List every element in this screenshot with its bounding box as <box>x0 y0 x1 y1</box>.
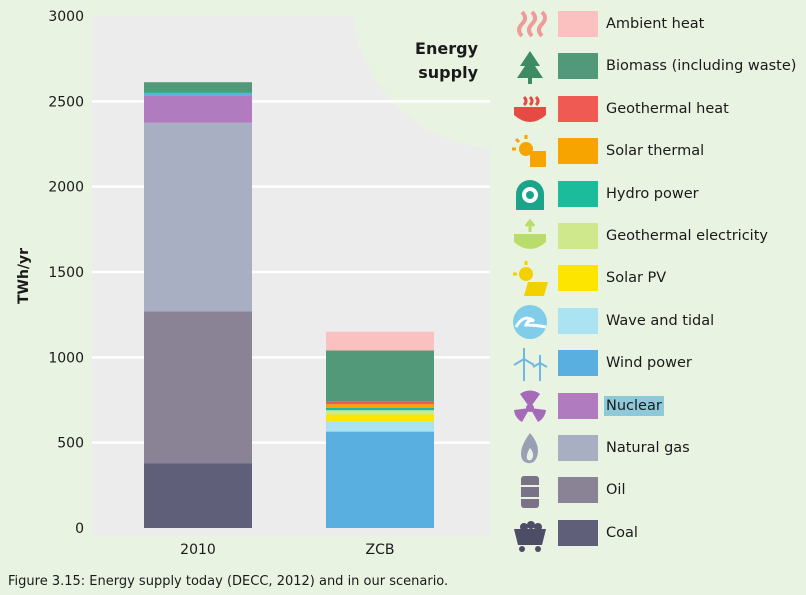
y-tick-label: 0 <box>75 521 84 537</box>
bar-segment <box>326 414 434 422</box>
legend-label: Biomass (including waste) <box>606 58 797 75</box>
bar-segment <box>326 404 434 408</box>
legend-item: Natural gas <box>508 428 806 470</box>
legend-swatch <box>558 519 598 546</box>
x-tick-label: ZCB <box>366 542 395 558</box>
legend-label: Geothermal heat <box>606 100 729 117</box>
bar-segment <box>144 93 252 96</box>
y-axis-label: TWh/yr <box>16 248 32 304</box>
y-tick-label: 2000 <box>48 180 84 196</box>
x-tick-label: 2010 <box>180 542 216 558</box>
bar-segment <box>326 331 434 351</box>
legend-swatch <box>558 350 598 377</box>
legend-swatch <box>558 180 598 207</box>
geothermal-electricity-icon <box>514 218 546 249</box>
radiation-icon <box>514 390 546 422</box>
y-axis-ticks: 0 500 1000 1500 2000 2500 3000 <box>48 9 84 537</box>
bar-segment <box>326 401 434 405</box>
legend-label: Coal <box>606 524 638 541</box>
y-tick-label: 500 <box>57 436 84 452</box>
bar-segment <box>326 410 434 415</box>
solar-panel-icon <box>513 261 548 297</box>
y-tick-label: 2500 <box>48 94 84 110</box>
oil-barrel-icon <box>521 476 539 509</box>
wave-icon <box>513 304 547 339</box>
bar-segment <box>144 92 252 94</box>
bar-segment <box>326 350 434 402</box>
legend-item: Solar PV <box>508 258 806 300</box>
legend-swatch <box>558 477 598 504</box>
chart-title-line-1: Energy <box>415 39 479 58</box>
legend-item: Solar thermal <box>508 131 806 173</box>
legend-swatch <box>558 392 598 419</box>
legend-label: Nuclear <box>604 395 664 416</box>
legend-item: Wind power <box>508 343 806 385</box>
legend-label: Hydro power <box>606 185 699 202</box>
y-tick-label: 1000 <box>48 350 84 366</box>
legend-item: Geothermal electricity <box>508 216 806 258</box>
chart-title-line-2: supply <box>418 63 478 82</box>
legend-label: Wind power <box>606 355 692 372</box>
figure-caption: Figure 3.15: Energy supply today (DECC, … <box>8 574 449 589</box>
bar-segment <box>326 431 434 528</box>
legend-label: Natural gas <box>606 440 690 456</box>
legend-swatch <box>558 95 598 122</box>
legend-item: Nuclear <box>508 386 806 428</box>
tree-icon <box>517 51 543 85</box>
solar-thermal-icon <box>512 135 546 168</box>
legend-label: Geothermal electricity <box>606 228 768 244</box>
legend-item: Wave and tidal <box>508 301 806 343</box>
legend-label: Oil <box>606 482 626 499</box>
legend-swatch <box>558 138 598 165</box>
legend-item: Ambient heat <box>508 4 806 46</box>
legend-label: Wave and tidal <box>606 312 715 329</box>
geothermal-heat-icon <box>514 95 546 122</box>
legend-swatch <box>558 307 598 334</box>
legend-swatch <box>558 53 598 80</box>
legend-item: Hydro power <box>508 174 806 216</box>
bar-segment <box>144 122 252 312</box>
legend-swatch <box>558 265 598 292</box>
legend-item: Biomass (including waste) <box>508 46 806 88</box>
gas-flame-icon <box>521 433 538 464</box>
legend-label: Ambient heat <box>606 16 705 32</box>
bar-segment <box>326 407 434 411</box>
hydro-dam-icon <box>516 179 544 210</box>
legend-item: Geothermal heat <box>508 89 806 131</box>
legend-swatch <box>558 11 598 37</box>
legend-item: Oil <box>508 470 806 512</box>
bar-segment <box>144 463 252 528</box>
bar-segment <box>144 311 252 464</box>
bar-segment <box>144 95 252 123</box>
x-axis-ticks: 2010 ZCB <box>180 542 394 558</box>
coal-cart-icon <box>514 520 546 552</box>
legend-swatch <box>558 435 598 461</box>
bar-segment <box>144 82 252 93</box>
heat-waves-icon <box>517 10 547 38</box>
bars <box>144 82 434 528</box>
legend-label: Solar PV <box>606 270 667 287</box>
y-tick-label: 1500 <box>48 265 84 281</box>
legend-swatch <box>558 223 598 249</box>
legend-label: Solar thermal <box>606 143 705 160</box>
bar-segment <box>326 421 434 432</box>
wind-turbine-icon <box>513 348 548 382</box>
legend-item: Coal <box>508 513 806 555</box>
y-tick-label: 3000 <box>48 9 84 25</box>
